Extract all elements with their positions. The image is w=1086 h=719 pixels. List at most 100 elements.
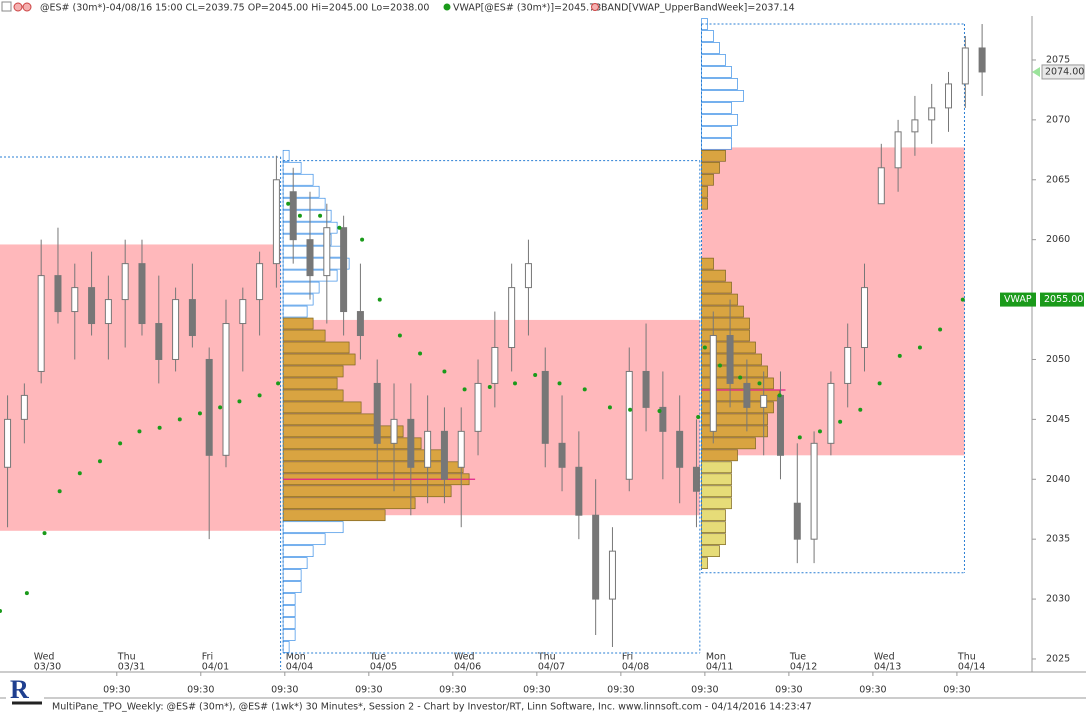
vwap-dot [738, 375, 743, 380]
session-label: 09:30 [607, 685, 634, 696]
logo-letter: R [10, 675, 29, 704]
vwap-dot [877, 381, 882, 386]
tpo-row [701, 485, 732, 498]
session-label: 09:30 [439, 685, 466, 696]
last-price-arrow [1032, 66, 1040, 77]
tpo-row [282, 401, 362, 414]
candle-body [71, 287, 79, 313]
candle-body [440, 430, 448, 480]
tpo-row [282, 413, 380, 426]
tpo-row [282, 341, 350, 354]
tpo-row [701, 54, 726, 66]
tpo-row [701, 90, 744, 102]
tpo-row [282, 497, 416, 510]
tpo-row [701, 66, 732, 78]
tpo-row [282, 281, 320, 294]
tpo-row [282, 617, 296, 629]
vwap-dot [218, 405, 223, 410]
vwap-dot [297, 213, 302, 218]
tpo-row [701, 42, 720, 54]
logo-box [6, 678, 44, 712]
day-label: Wed [454, 652, 475, 663]
candle-body [424, 430, 432, 468]
vwap-dot [397, 333, 402, 338]
day-label: Tue [789, 652, 806, 663]
tpo-row [701, 269, 726, 282]
vwap-dot [442, 369, 447, 374]
candle-body [558, 442, 566, 468]
tpo-row [701, 557, 708, 569]
icon [13, 2, 23, 12]
vwap-dot [377, 297, 382, 302]
tpo-row [701, 185, 708, 198]
y-tick-label: 2075 [1046, 54, 1070, 65]
tpo-row [282, 521, 344, 534]
tpo-row [701, 533, 726, 546]
vwap-dot [257, 393, 262, 398]
candle-body [407, 418, 415, 468]
vwap-dot [137, 429, 142, 434]
logo: R [6, 675, 44, 712]
vwap-name: VWAP [1004, 294, 1032, 305]
tpo-row [701, 437, 756, 450]
candle-body [88, 287, 96, 325]
y-tick-label: 2030 [1046, 594, 1070, 605]
vwap-dot [582, 387, 587, 392]
vwap-dot [42, 531, 47, 536]
candle-body [793, 502, 801, 540]
tpo-row [701, 293, 738, 306]
candle-body [608, 550, 616, 600]
icon [591, 3, 599, 11]
vwap-dot [628, 407, 633, 412]
candle-body [810, 442, 818, 540]
vwap-dot [97, 459, 102, 464]
candle-body [592, 514, 600, 600]
tpo-row [282, 425, 404, 438]
vwap-dot [286, 201, 291, 206]
day-label: Fri [622, 652, 633, 663]
y-tick-label: 2070 [1046, 114, 1070, 125]
date-label: 03/31 [118, 662, 145, 673]
vwap-dot [817, 429, 822, 434]
candle-body [172, 299, 180, 360]
vwap-dot [557, 381, 562, 386]
vwap-dot [157, 425, 162, 430]
tpo-row [701, 317, 750, 330]
vwap-dot [318, 213, 323, 218]
candle-body [709, 335, 717, 432]
tpo-row [701, 509, 726, 522]
tpo-row [282, 461, 464, 474]
vwap-value-box [1040, 292, 1084, 307]
tpo-row [282, 173, 314, 186]
candle-body [20, 394, 28, 420]
candle-body [155, 323, 163, 360]
tpo-row [701, 173, 714, 186]
vwap-dot [177, 417, 182, 422]
vwap-value-label: 2055.00 [1044, 294, 1083, 305]
vwap-dot [57, 489, 62, 494]
candle-body [676, 430, 684, 468]
candle-body [760, 394, 768, 408]
vwap-dot [197, 411, 202, 416]
icon [22, 2, 32, 12]
header: @ES# (30m*)-04/08/16 15:00 CL=2039.75 OP… [1, 1, 795, 14]
date-label: 04/05 [370, 662, 397, 673]
candle-body [4, 418, 12, 468]
vwap-dot [418, 351, 423, 356]
tpo-row [282, 305, 308, 318]
candle-body [289, 191, 297, 241]
tpo-row [701, 257, 714, 270]
tpo-row [701, 30, 714, 42]
tpo-row [701, 425, 768, 438]
session-label: 09:30 [691, 685, 718, 696]
date-label: 04/08 [622, 662, 649, 673]
tpo-row [282, 293, 314, 306]
candle-body [390, 418, 398, 444]
vwap-dot [938, 327, 943, 332]
candle-body [575, 466, 583, 516]
footer: MultiPane_TPO_Weekly: @ES# (30m*), @ES# … [52, 702, 812, 713]
vwap-dot [657, 408, 662, 413]
date-label: 04/14 [958, 662, 985, 673]
candle-body [121, 263, 129, 301]
candle-body [860, 287, 868, 348]
